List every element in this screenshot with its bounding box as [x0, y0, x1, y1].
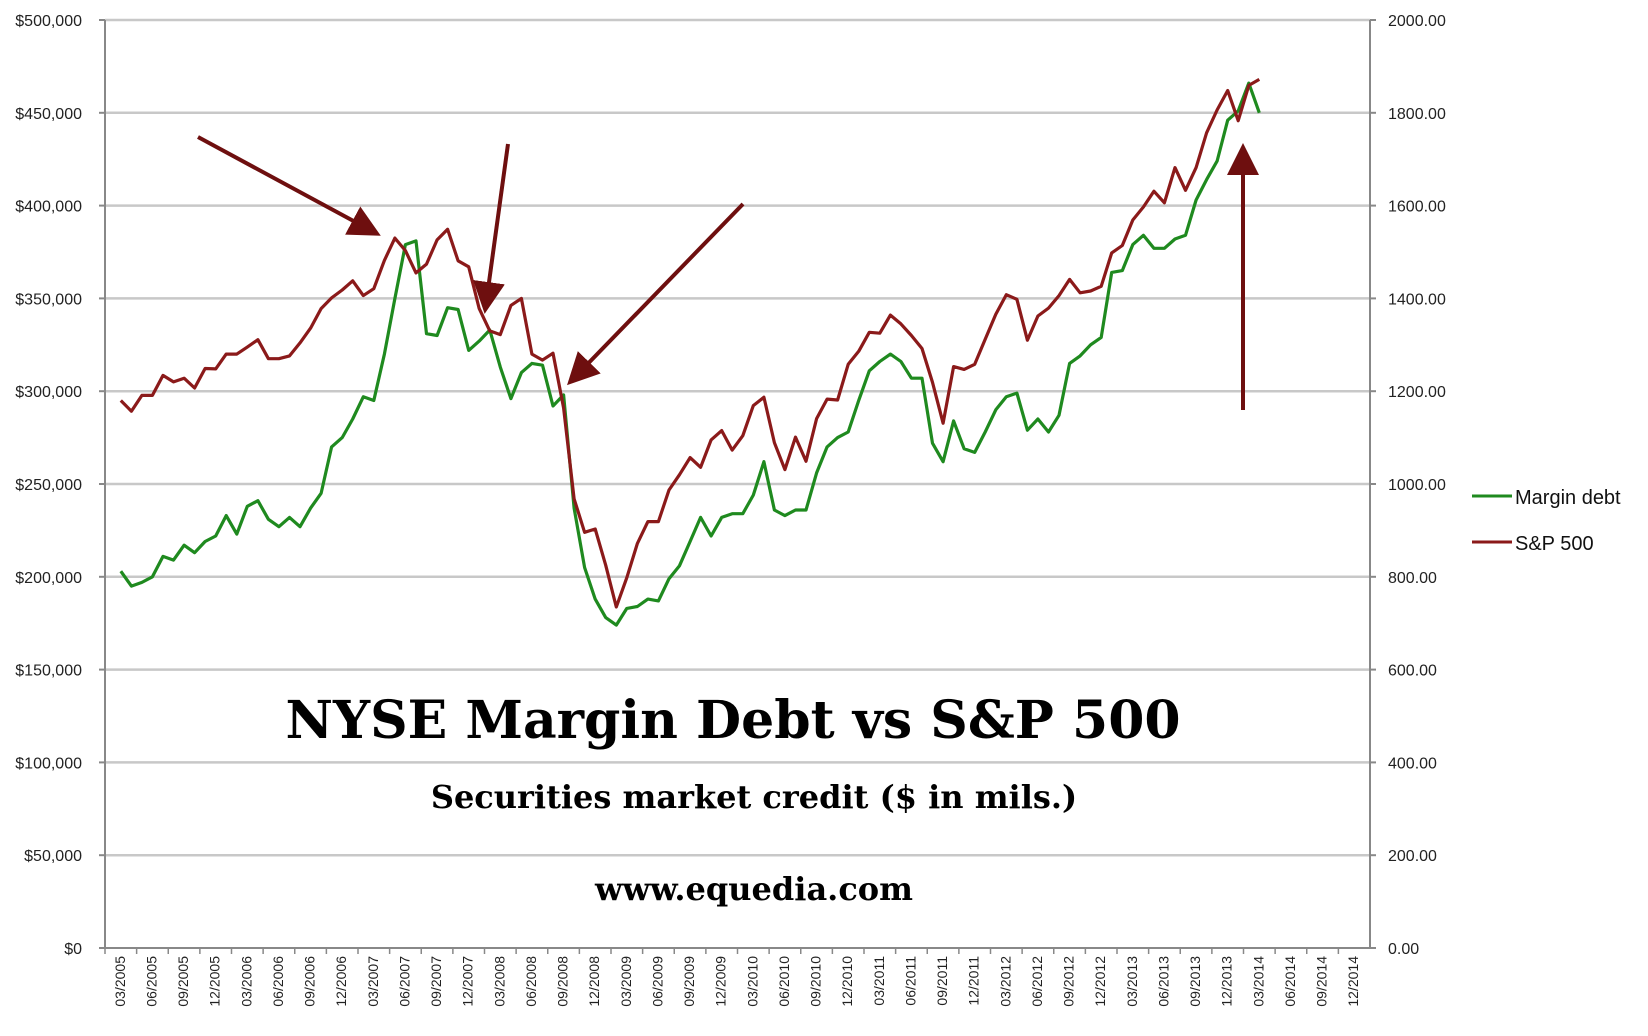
x-tick-label: 03/2010	[744, 956, 760, 1007]
grid	[105, 18, 1370, 857]
left-tick-label: $150,000	[15, 663, 82, 680]
x-tick-label: 12/2011	[966, 956, 982, 1006]
right-tick-label: 800.00	[1388, 570, 1437, 587]
left-tick-label: $200,000	[15, 570, 82, 587]
x-tick-label: 06/2013	[1155, 956, 1171, 1007]
x-tick-label: 03/2006	[238, 956, 254, 1007]
x-tick-label: 06/2006	[270, 956, 286, 1007]
right-tick-label: 600.00	[1388, 663, 1437, 680]
arrow-2007-peak	[197, 135, 381, 236]
x-tick-label: 03/2008	[491, 956, 507, 1007]
x-tick-label: 03/2012	[997, 956, 1013, 1007]
series-line-margin-debt	[119, 81, 1261, 627]
chart-subtitle: Securities market credit ($ in mils.)	[431, 778, 1077, 816]
x-tick-label: 09/2010	[808, 956, 824, 1007]
x-tick-label: 06/2005	[143, 956, 159, 1007]
left-tick-label: $450,000	[15, 106, 82, 123]
x-tick-label: 09/2012	[1061, 956, 1077, 1007]
right-tick-label: 200.00	[1388, 848, 1437, 865]
legend-label-sp500: S&P 500	[1515, 533, 1594, 555]
x-tick-label: 12/2006	[333, 956, 349, 1007]
x-tick-label: 06/2014	[1282, 956, 1298, 1007]
x-tick-label: 12/2005	[207, 956, 223, 1007]
x-tick-label: 12/2008	[586, 956, 602, 1007]
left-tick-label: $100,000	[15, 755, 82, 772]
x-tick-label: 09/2008	[555, 956, 571, 1007]
x-tick-label: 06/2011	[902, 956, 918, 1006]
left-tick-label: $300,000	[15, 384, 82, 401]
x-axis-ticks: 03/2005 06/2005 09/2005 12/2005 03/2006 06/20…	[104, 948, 1361, 1007]
right-tick-label: 1600.00	[1388, 199, 1446, 216]
x-tick-label: 12/2014	[1345, 956, 1361, 1007]
right-tick-label: 1000.00	[1388, 477, 1446, 494]
x-tick-label: 09/2011	[934, 956, 950, 1006]
left-tick-label: $400,000	[15, 199, 82, 216]
x-tick-label: 09/2007	[428, 956, 444, 1007]
x-tick-label: 09/2005	[175, 956, 191, 1007]
left-tick-label: $50,000	[24, 848, 82, 865]
left-axis-ticks: $0 $50,000 $100,000 $150,000 $200,000 $250,00…	[15, 13, 105, 958]
right-axis-ticks: 0.00 200.00 400.00 600.00 800.00 1000.00 1200.…	[1370, 13, 1446, 958]
x-tick-label: 09/2013	[1187, 956, 1203, 1007]
arrow-2008-dip	[473, 143, 510, 314]
x-tick-label: 03/2005	[112, 956, 128, 1007]
x-tick-label: 03/2007	[365, 956, 381, 1007]
right-tick-label: 2000.00	[1388, 13, 1446, 30]
x-tick-label: 06/2008	[523, 956, 539, 1007]
x-tick-label: 12/2010	[839, 956, 855, 1007]
left-tick-label: $500,000	[15, 13, 82, 30]
left-tick-label: $350,000	[15, 291, 82, 308]
x-tick-label: 09/2009	[681, 956, 697, 1007]
right-tick-label: 1400.00	[1388, 291, 1446, 308]
x-tick-label: 06/2010	[776, 956, 792, 1007]
chart-title: NYSE Margin Debt vs S&P 500	[285, 690, 1180, 751]
left-tick-label: $0	[64, 941, 82, 958]
right-tick-label: 0.00	[1388, 941, 1419, 958]
series-layer	[119, 78, 1261, 627]
x-tick-label: 12/2009	[713, 956, 729, 1007]
x-tick-label: 09/2014	[1314, 956, 1330, 1007]
arrow-2008-crash	[567, 202, 745, 386]
x-tick-label: 06/2009	[649, 956, 665, 1007]
x-tick-label: 12/2013	[1219, 956, 1235, 1007]
x-tick-label: 12/2012	[1092, 956, 1108, 1007]
x-tick-label: 03/2009	[618, 956, 634, 1007]
source-website: www.equedia.com	[594, 870, 913, 908]
x-tick-label: 03/2011	[871, 956, 887, 1006]
x-tick-label: 03/2013	[1124, 956, 1140, 1007]
left-tick-label: $250,000	[15, 477, 82, 494]
x-tick-label: 06/2012	[1029, 956, 1045, 1007]
legend-label-margin-debt: Margin debt	[1515, 487, 1621, 509]
x-tick-label: 06/2007	[396, 956, 412, 1007]
x-tick-label: 09/2006	[302, 956, 318, 1007]
annotation-arrows	[197, 135, 1259, 410]
x-tick-label: 12/2007	[460, 956, 476, 1007]
x-tick-label: 03/2014	[1250, 956, 1266, 1007]
legend: Margin debt S&P 500	[1472, 487, 1621, 555]
right-tick-label: 400.00	[1388, 755, 1437, 772]
right-tick-label: 1800.00	[1388, 106, 1446, 123]
right-tick-label: 1200.00	[1388, 384, 1446, 401]
series-line-sp500	[119, 78, 1261, 609]
